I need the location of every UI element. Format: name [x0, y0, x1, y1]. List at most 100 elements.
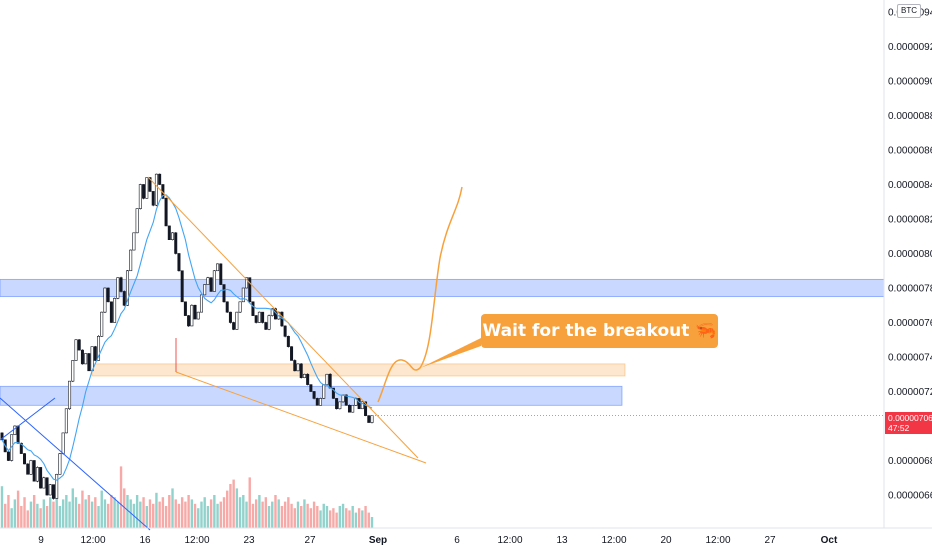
volume-bar — [206, 506, 210, 528]
wedge-lower-trendline — [175, 371, 427, 464]
bar-countdown: 47:52 — [888, 423, 910, 433]
candle-body — [90, 346, 94, 372]
time-tick-label: 20 — [660, 535, 672, 546]
candle-body — [183, 301, 187, 316]
candle-body — [241, 287, 245, 303]
candle-body — [48, 484, 52, 496]
candle-body — [360, 401, 364, 410]
volume-bars — [0, 466, 374, 528]
volume-bar — [351, 506, 354, 528]
candle-body — [26, 463, 30, 475]
volume-bar — [90, 501, 94, 528]
volume-bar — [316, 506, 319, 528]
candle-body — [319, 398, 323, 406]
price-axis[interactable]: 0.000009400.000009200.000009000.00000880… — [883, 0, 932, 528]
volume-bar — [164, 506, 168, 528]
price-tick-label: 0.00000880 — [888, 111, 932, 122]
volume-bar — [322, 503, 325, 528]
candle-body — [158, 173, 162, 185]
volume-bar — [135, 495, 139, 528]
candle-body — [347, 404, 351, 413]
volume-bar — [280, 506, 284, 528]
last-price-badge: 0.00000706 47:52 — [885, 412, 932, 434]
time-axis[interactable]: 9 12:00 16 12:00 23 27 Sep 6 12:00 13 12:00 20 12:00… — [0, 527, 932, 546]
candle-body — [328, 373, 332, 389]
volume-bar — [110, 495, 113, 528]
candle-body — [225, 301, 229, 313]
candle-body — [97, 335, 101, 361]
candle-body — [364, 401, 368, 416]
volume-bar — [277, 499, 280, 528]
volume-bar — [200, 501, 203, 528]
volume-bar — [348, 510, 351, 528]
volume-bar — [345, 508, 348, 528]
price-tick-label: 0.00000760 — [888, 318, 932, 329]
candle-body — [235, 311, 239, 330]
price-tick-label: 0.00000820 — [888, 215, 932, 226]
volume-bar — [325, 506, 329, 528]
volume-bar — [338, 506, 342, 528]
volume-bar — [81, 490, 84, 528]
volume-bar — [361, 510, 364, 528]
volume-bar — [332, 508, 335, 528]
volume-bar — [123, 488, 126, 528]
candle-body — [23, 453, 27, 465]
time-tick-label: 23 — [243, 535, 255, 546]
candle-body — [109, 301, 113, 323]
volume-bar — [190, 499, 194, 528]
candle-body — [351, 404, 355, 413]
candle-body — [93, 346, 97, 361]
volume-bar — [274, 495, 277, 528]
callout-pointer — [420, 338, 481, 368]
volume-bar — [155, 492, 158, 528]
volume-bar — [177, 503, 181, 528]
volume-bar — [238, 497, 242, 528]
candle-body — [174, 232, 178, 254]
candle-body — [142, 184, 146, 199]
candle-body — [248, 277, 252, 303]
descending-trendline-short — [0, 397, 56, 441]
candle-body — [367, 415, 371, 423]
candle-body — [164, 198, 168, 227]
time-tick-label: 16 — [139, 535, 151, 546]
candle-body — [129, 249, 133, 272]
volume-bar — [23, 497, 26, 528]
volume-bar — [354, 512, 358, 528]
candle-body — [283, 325, 287, 337]
volume-bar — [97, 506, 100, 528]
candle-body — [13, 425, 17, 435]
candle-body — [270, 308, 274, 316]
candle-body — [257, 311, 261, 323]
breakout-callout[interactable]: Wait for the breakout 🦐 — [481, 314, 718, 348]
price-tick-label: 0.00000920 — [888, 42, 932, 53]
volume-bar — [16, 490, 20, 528]
candle-body — [64, 408, 68, 434]
candle-body — [251, 301, 255, 316]
volume-bar — [113, 497, 116, 528]
candle-body — [302, 373, 306, 379]
volume-bar — [226, 490, 229, 528]
volume-bar — [180, 497, 184, 528]
candle-body — [219, 263, 223, 285]
volume-bar — [71, 488, 74, 528]
volume-bar — [152, 503, 155, 528]
candle-body — [39, 467, 43, 489]
candle-body — [32, 460, 36, 482]
volume-bar — [10, 508, 13, 528]
candle-body — [103, 287, 107, 313]
candle-body — [180, 270, 184, 303]
volume-bar — [267, 506, 271, 528]
volume-bar — [193, 503, 197, 528]
volume-bar — [197, 508, 200, 528]
volume-bar — [145, 506, 148, 528]
wedge-upper-trendline — [147, 176, 419, 459]
volume-bar — [287, 497, 290, 528]
volume-bar — [271, 501, 274, 528]
candle-body — [212, 270, 216, 292]
volume-bar — [36, 503, 39, 528]
volume-bar — [68, 501, 71, 528]
volume-bar — [129, 499, 132, 528]
volume-bar — [309, 508, 313, 528]
volume-bar — [319, 510, 322, 528]
